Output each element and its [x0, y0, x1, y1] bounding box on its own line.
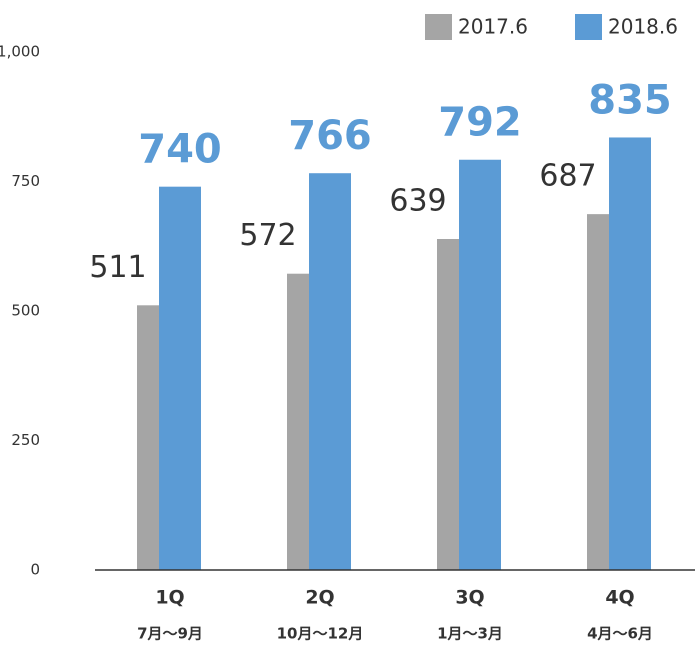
data-label: 740: [138, 127, 222, 173]
y-tick-label: 1,000: [0, 43, 40, 61]
data-label: 687: [539, 159, 596, 194]
legend-label: 2018.6: [608, 15, 678, 39]
x-tick-sublabel: 7月～9月: [137, 625, 203, 643]
data-label: 766: [288, 113, 372, 159]
y-tick-label: 0: [30, 561, 40, 579]
legend-swatch: [575, 14, 602, 40]
data-label: 639: [389, 183, 446, 218]
x-tick-label: 3Q: [455, 587, 484, 609]
data-label: 835: [588, 77, 672, 123]
bar: [137, 305, 159, 570]
bar: [609, 137, 651, 570]
bar: [587, 214, 609, 570]
y-tick-label: 500: [11, 302, 40, 320]
bar: [287, 273, 309, 570]
bar: [437, 238, 459, 571]
x-tick-label: 1Q: [155, 587, 184, 609]
legend-swatch: [425, 14, 452, 40]
data-label: 792: [438, 100, 522, 146]
bar: [459, 159, 501, 570]
x-tick-label: 4Q: [605, 587, 634, 609]
legend-label: 2017.6: [458, 15, 528, 39]
x-tick-sublabel: 10月～12月: [277, 625, 364, 643]
data-label: 511: [89, 250, 146, 285]
x-tick-sublabel: 4月～6月: [587, 625, 653, 643]
y-tick-label: 250: [11, 431, 40, 449]
bar: [159, 186, 201, 570]
data-label: 572: [239, 218, 296, 253]
y-tick-label: 750: [11, 172, 40, 190]
x-tick-sublabel: 1月～3月: [437, 625, 503, 643]
x-tick-label: 2Q: [305, 587, 334, 609]
bar: [309, 173, 351, 570]
